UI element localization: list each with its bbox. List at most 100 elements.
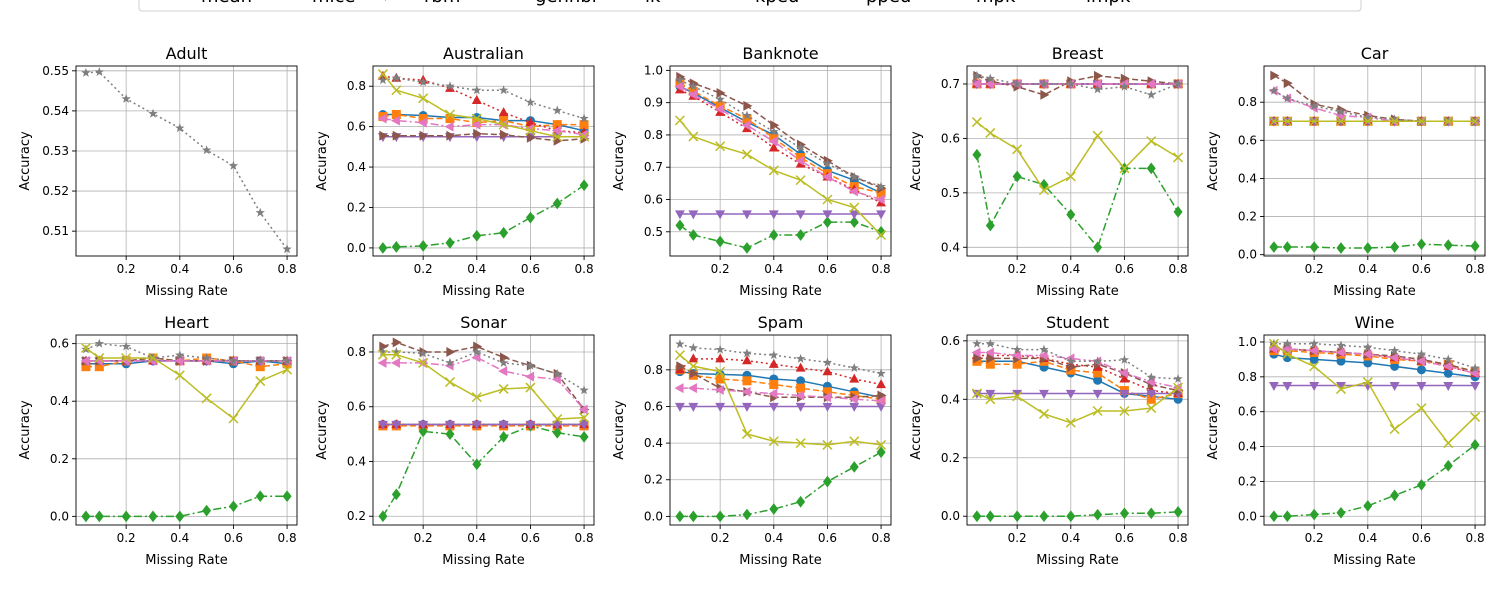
data-point-rbm [472, 458, 482, 471]
x-tick-label: 0.6 [521, 531, 540, 545]
x-axis-label: Missing Rate [1036, 284, 1118, 299]
data-point-kped [446, 347, 456, 357]
y-tick-label: 0.2 [644, 473, 663, 487]
x-tick-label: 0.4 [1358, 262, 1377, 276]
legend-label-mice: mice [312, 0, 356, 7]
data-point-mpk [552, 368, 562, 378]
data-point-impk [876, 439, 887, 450]
series-rbm [1269, 438, 1480, 523]
data-point-impk [377, 69, 388, 80]
data-point-pped [1092, 79, 1102, 89]
x-tick-label: 0.6 [1412, 262, 1431, 276]
data-point-lk [1012, 389, 1023, 399]
data-point-mpk [472, 347, 482, 356]
data-point-kped [1120, 73, 1130, 84]
subplot-car: 0.2 0.4 0.6 0.8 0.0 0.2 0.4 0.6 0.8 Car Missing Ra… [1206, 44, 1486, 299]
series-line-pped [382, 117, 585, 136]
data-point-pped [525, 371, 535, 382]
data-point-rbm [742, 242, 752, 254]
axes-frame [1263, 334, 1486, 526]
y-tick-label: 0.52 [42, 184, 69, 198]
x-axis-label: Missing Rate [1036, 553, 1118, 568]
data-point-impk [1146, 136, 1157, 147]
data-point-rbm [1470, 240, 1480, 252]
data-point-impk [971, 388, 982, 399]
data-point-pped [848, 394, 858, 405]
data-point-kped [770, 120, 780, 131]
series-line-mpk [679, 79, 882, 188]
data-point-impk [1065, 417, 1076, 428]
x-axis-label: Missing Rate [442, 553, 524, 568]
data-point-pped [714, 385, 724, 395]
data-point-pped [377, 113, 387, 124]
series-line-mpk [85, 71, 288, 250]
data-point-pped [1145, 79, 1155, 89]
data-point-impk [525, 125, 536, 136]
data-point-pped [971, 347, 981, 358]
data-point-impk [1146, 403, 1157, 414]
data-point-rbm [81, 510, 91, 523]
y-tick-label: 0.53 [42, 144, 69, 158]
data-point-rbm [255, 490, 265, 503]
data-point-pped [174, 355, 184, 366]
data-point-pped [822, 171, 832, 182]
data-point-mpk [822, 357, 833, 367]
data-point-lk [377, 420, 388, 430]
data-point-kped [392, 130, 402, 141]
x-tick-label: 0.4 [764, 262, 783, 276]
data-point-mice [552, 120, 562, 130]
data-point-mice [769, 133, 779, 143]
legend-label-lk: lk [645, 0, 661, 7]
data-point-rbm [822, 216, 832, 228]
series-rbm [378, 179, 589, 254]
data-point-mpk [985, 338, 996, 348]
series-impk [1268, 116, 1481, 127]
data-point-gennbr [876, 379, 887, 389]
y-tick-label: 0.6 [941, 334, 960, 348]
axes-frame [1263, 65, 1486, 257]
series-line-rbm [382, 425, 585, 517]
data-point-mpk [795, 142, 806, 152]
data-point-lk [849, 402, 860, 412]
data-point-kped [973, 353, 983, 364]
data-point-mpk [769, 350, 779, 360]
data-point-impk [498, 383, 509, 394]
data-point-rbm [1390, 241, 1400, 253]
subplot-banknote: 0.2 0.4 0.6 0.8 0.5 0.6 0.7 0.8 0.9 1.0 Banknote Mi… [612, 44, 892, 299]
data-point-impk [688, 131, 699, 142]
data-point-kped [392, 337, 402, 348]
data-point-rbm [1336, 242, 1346, 254]
subplot-title: Banknote [742, 44, 818, 63]
data-point-pped [1442, 361, 1452, 372]
x-tick-label: 0.8 [872, 262, 891, 276]
data-point-mpk [418, 77, 428, 87]
y-tick-label: 0.55 [42, 64, 69, 78]
data-point-mpk [175, 123, 185, 133]
data-point-rbm [472, 229, 482, 242]
data-point-kped [379, 130, 389, 141]
series-line-pped [976, 351, 1179, 389]
x-tick-label: 0.8 [1169, 262, 1188, 276]
series-rbm [378, 420, 589, 523]
axes-frame [75, 65, 298, 257]
data-point-rbm [228, 500, 238, 513]
data-point-mpk [201, 353, 212, 363]
series-line-impk [976, 121, 1179, 192]
series-impk [1268, 338, 1481, 449]
subplot-spam: 0.2 0.4 0.6 0.8 0.0 0.2 0.4 0.6 0.8 Spam Missing R… [612, 313, 892, 568]
series-line-mpk [1273, 342, 1476, 369]
data-point-pped [971, 79, 981, 89]
data-point-rbm [796, 495, 806, 508]
x-tick-label: 0.2 [117, 531, 136, 545]
data-point-lk [688, 402, 699, 412]
y-tick-label: 1.0 [644, 63, 663, 77]
series-mpk [378, 73, 589, 123]
data-point-pped [551, 125, 561, 136]
data-point-impk [1282, 349, 1293, 360]
subplot-title: Adult [166, 44, 208, 63]
data-point-rbm [391, 488, 401, 501]
data-point-impk [80, 342, 91, 353]
data-point-mpk [1092, 84, 1103, 94]
data-point-pped [875, 194, 885, 205]
